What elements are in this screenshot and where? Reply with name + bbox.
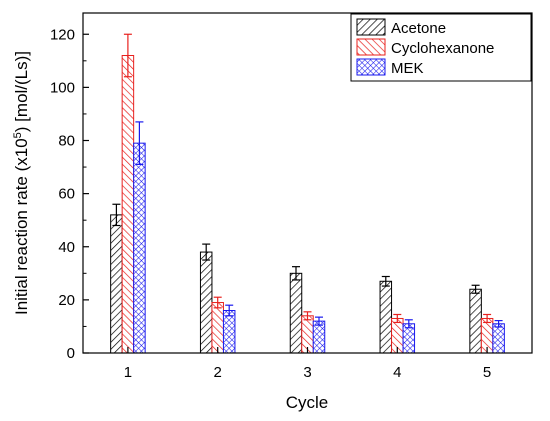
error-bar-mek-cycle-4 [404, 319, 413, 329]
bar-cyclohexanone-cycle-1 [121, 55, 135, 354]
error-bar-mek-cycle-2 [225, 304, 234, 317]
error-bar-acetone-cycle-3 [292, 266, 300, 281]
y-tick-label-60: 60 [58, 186, 75, 203]
error-bar-acetone-cycle-4 [381, 275, 390, 287]
error-bar-cyclohexanone-cycle-4 [393, 313, 402, 324]
x-tick-label-5: 5 [483, 364, 491, 381]
y-axis-title-main: Initial reaction rate (x10 [12, 138, 31, 315]
y-axis: 0 20 40 60 80 100 120 [50, 26, 89, 362]
bar-mek-cycle-3 [312, 320, 326, 354]
error-bar-acetone-cycle-1 [112, 203, 121, 227]
bar-mek-cycle-1 [133, 142, 146, 354]
legend-swatch-acetone [356, 18, 386, 36]
y-tick-label-0: 0 [67, 345, 75, 362]
legend-swatch-cyclohexanone [356, 38, 386, 56]
error-bar-acetone-cycle-5 [471, 284, 480, 294]
bar-mek-cycle-2 [222, 310, 236, 354]
y-axis-title-exponent: 5 [12, 132, 24, 138]
y-tick-label-100: 100 [50, 79, 75, 96]
x-tick-label-2: 2 [214, 364, 222, 381]
y-tick-label-40: 40 [58, 239, 75, 256]
x-axis-title: Cycle [286, 393, 329, 412]
error-bar-mek-cycle-5 [494, 319, 503, 328]
bar-acetone-cycle-2 [199, 251, 213, 354]
error-bar-cyclohexanone-cycle-1 [123, 33, 132, 78]
error-bar-cyclohexanone-cycle-5 [483, 313, 492, 324]
y-tick-label-80: 80 [58, 133, 75, 150]
bar-mek-cycle-5 [492, 323, 505, 354]
legend-label-mek: MEK [391, 60, 424, 77]
error-bar-mek-cycle-3 [315, 316, 323, 326]
legend: Acetone Cyclohexanone MEK [350, 13, 532, 82]
y-tick-label-20: 20 [58, 292, 75, 309]
x-tick-label-4: 4 [393, 364, 401, 381]
bar-acetone-cycle-4 [379, 280, 393, 354]
x-tick-label-3: 3 [303, 364, 311, 381]
bar-cyclohexanone-cycle-2 [211, 302, 224, 354]
y-tick-label-120: 120 [50, 26, 75, 43]
x-tick-label-1: 1 [124, 364, 132, 381]
legend-label-acetone: Acetone [391, 20, 446, 37]
legend-label-cyclohexanone: Cyclohexanone [391, 40, 494, 57]
error-bar-cyclohexanone-cycle-2 [213, 296, 222, 309]
error-bar-mek-cycle-1 [135, 121, 144, 166]
bar-acetone-cycle-5 [469, 288, 482, 354]
bar-acetone-cycle-1 [110, 214, 123, 354]
plot-area [110, 33, 505, 354]
error-bar-cyclohexanone-cycle-3 [303, 311, 312, 321]
x-axis: 1 2 3 4 5 [124, 347, 491, 381]
y-axis-title: Initial reaction rate (x105) [mol/(Ls)] [12, 51, 31, 315]
bar-acetone-cycle-3 [289, 272, 303, 354]
legend-swatch-mek [356, 58, 386, 76]
y-axis-title-unit: ) [mol/(Ls)] [12, 51, 31, 132]
error-bar-acetone-cycle-2 [202, 243, 211, 261]
